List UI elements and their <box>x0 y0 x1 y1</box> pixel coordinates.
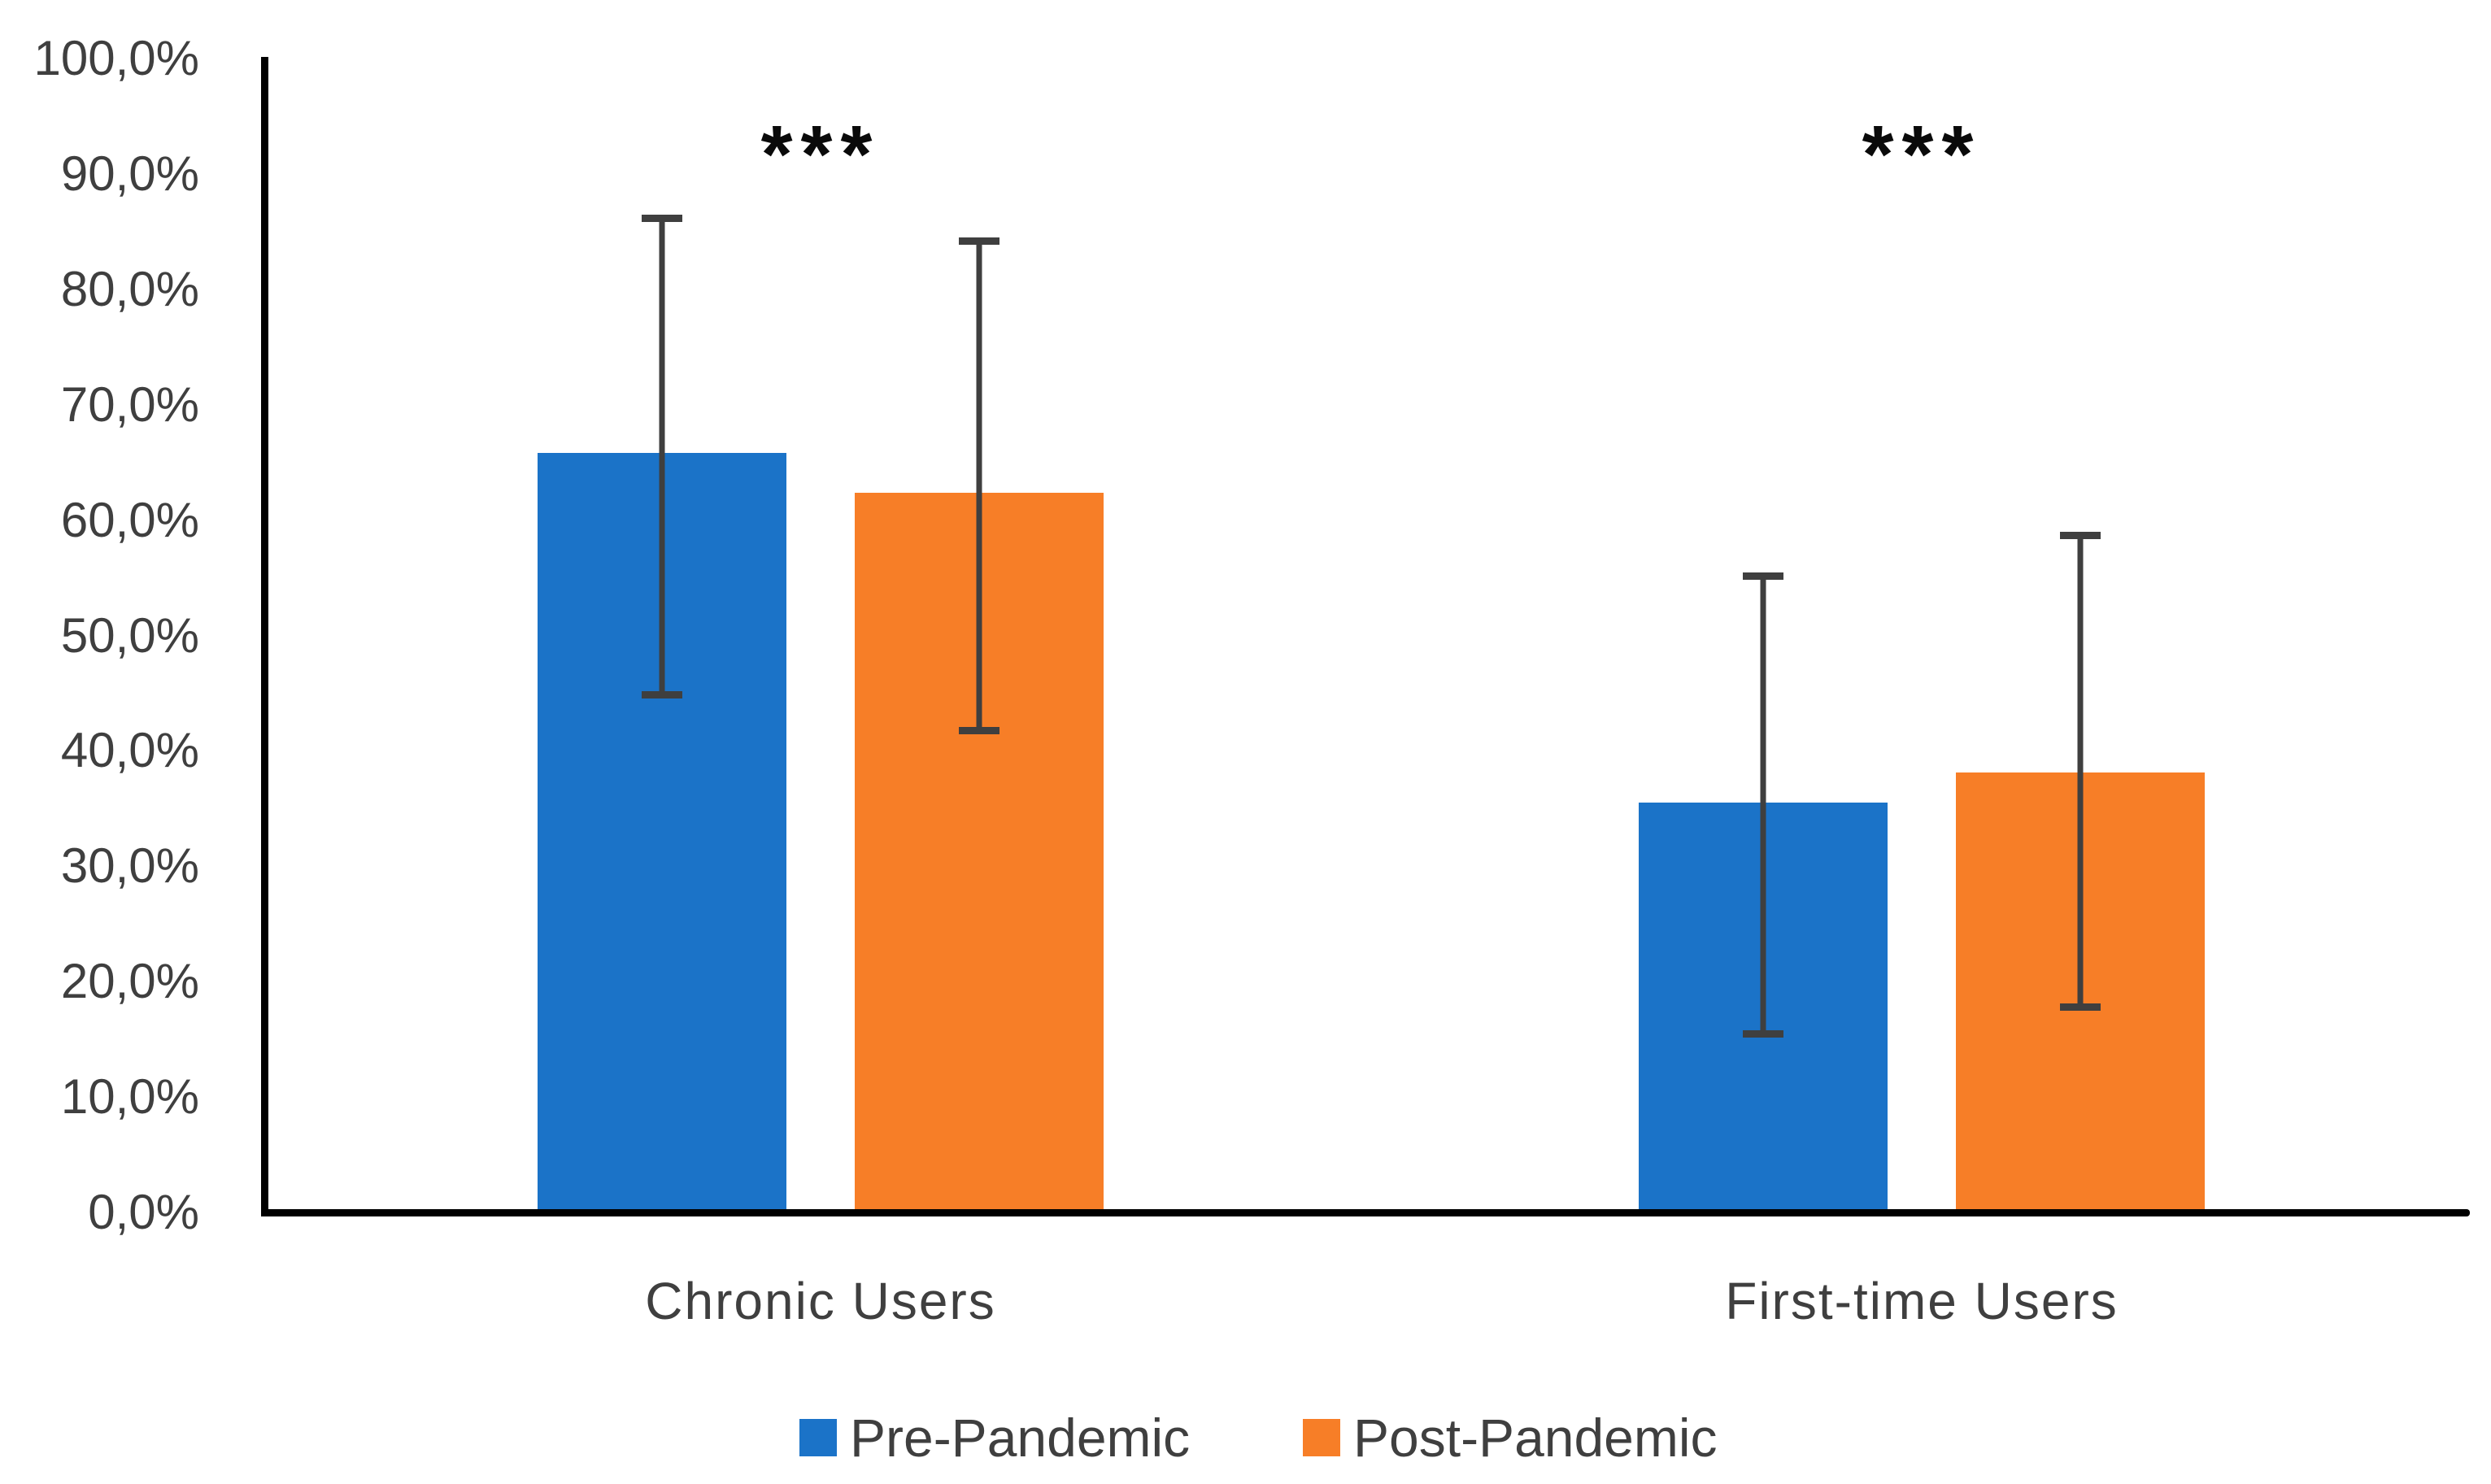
error-cap-bottom-post-pandemic-first-time-users <box>2060 1003 2101 1012</box>
error-cap-top-pre-pandemic-first-time-users <box>1743 572 1783 580</box>
legend-swatch-pre-pandemic <box>799 1419 837 1456</box>
error-bar-post-pandemic-chronic-users <box>976 241 982 730</box>
error-cap-bottom-post-pandemic-chronic-users <box>959 726 999 734</box>
legend-label-post-pandemic: Post-Pandemic <box>1353 1408 1718 1468</box>
error-cap-bottom-pre-pandemic-first-time-users <box>1743 1030 1783 1038</box>
y-tick-label-50: 50,0% <box>60 607 199 663</box>
y-tick-label-100: 100,0% <box>33 31 200 85</box>
category-label-first-time-users: First-time Users <box>1725 1272 2119 1330</box>
x-axis-line <box>261 1209 2470 1216</box>
y-tick-label-40: 40,0% <box>60 723 199 778</box>
legend-label-pre-pandemic: Pre-Pandemic <box>850 1408 1191 1468</box>
error-cap-top-pre-pandemic-chronic-users <box>642 214 682 222</box>
error-bar-pre-pandemic-first-time-users <box>1760 575 1766 1034</box>
y-tick-label-30: 30,0% <box>60 838 199 894</box>
error-bar-pre-pandemic-chronic-users <box>659 217 665 694</box>
error-bar-post-pandemic-first-time-users <box>2077 535 2084 1007</box>
y-tick-label-20: 20,0% <box>60 954 199 1009</box>
legend-swatch-post-pandemic <box>1303 1419 1340 1456</box>
legend-item-post-pandemic: Post-Pandemic <box>1303 1411 1718 1464</box>
y-tick-label-80: 80,0% <box>60 261 199 316</box>
y-tick-label-70: 70,0% <box>60 376 199 432</box>
y-tick-label-0: 0,0% <box>88 1185 199 1239</box>
legend-item-pre-pandemic: Pre-Pandemic <box>799 1411 1190 1464</box>
y-axis-line <box>261 57 268 1216</box>
error-cap-top-post-pandemic-first-time-users <box>2060 532 2101 540</box>
plot-area: *** *** <box>264 59 2470 1212</box>
y-tick-label-10: 10,0% <box>60 1069 199 1125</box>
category-label-chronic-users: Chronic Users <box>645 1272 996 1330</box>
error-cap-bottom-pre-pandemic-chronic-users <box>642 690 682 698</box>
significance-stars-chronic-users: *** <box>760 109 881 200</box>
y-tick-label-60: 60,0% <box>60 492 199 547</box>
significance-stars-first-time-users: *** <box>1862 109 1982 200</box>
error-cap-top-post-pandemic-chronic-users <box>959 237 999 246</box>
y-tick-label-90: 90,0% <box>60 146 199 201</box>
